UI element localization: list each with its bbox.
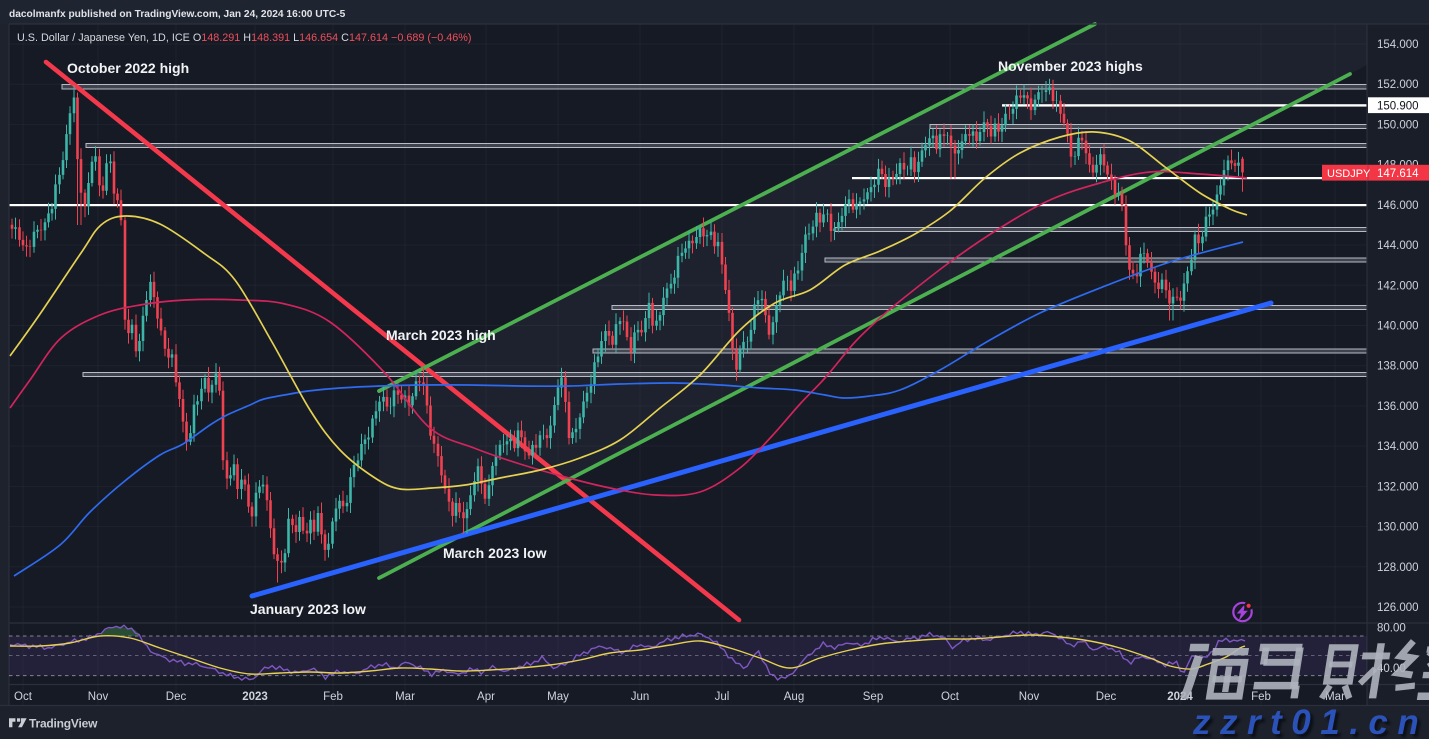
svg-text:Apr: Apr (477, 691, 495, 703)
svg-text:Mar: Mar (395, 691, 415, 703)
svg-text:May: May (547, 691, 569, 703)
svg-text:zzrt01.cn: zzrt01.cn (1192, 703, 1428, 739)
svg-text:March 2023 high: March 2023 high (386, 327, 496, 343)
svg-text:138.000: 138.000 (1377, 361, 1419, 373)
svg-text:144.000: 144.000 (1377, 240, 1419, 252)
svg-text:Feb: Feb (323, 691, 343, 703)
svg-text:Nov: Nov (1019, 691, 1040, 703)
svg-text:Oct: Oct (14, 691, 33, 703)
svg-text:154.000: 154.000 (1377, 39, 1419, 51)
svg-text:Sep: Sep (863, 691, 883, 703)
svg-text:150.000: 150.000 (1377, 119, 1419, 131)
svg-text:132.000: 132.000 (1377, 481, 1419, 493)
svg-text:2023: 2023 (242, 691, 268, 703)
svg-text:128.000: 128.000 (1377, 562, 1419, 574)
svg-text:March 2023 low: March 2023 low (443, 545, 547, 561)
svg-text:130.000: 130.000 (1377, 522, 1419, 534)
svg-text:152.000: 152.000 (1377, 79, 1419, 91)
svg-text:136.000: 136.000 (1377, 401, 1419, 413)
svg-text:Nov: Nov (88, 691, 109, 703)
svg-text:146.000: 146.000 (1377, 200, 1419, 212)
svg-text:Mar: Mar (1325, 691, 1345, 703)
svg-text:134.000: 134.000 (1377, 441, 1419, 453)
svg-text:U.S. Dollar / Japanese Yen, 1D: U.S. Dollar / Japanese Yen, 1D, ICE O148… (17, 32, 471, 44)
svg-text:TradingView: TradingView (29, 717, 98, 731)
svg-text:Aug: Aug (784, 691, 804, 703)
svg-text:dacolmanfx published on Tradin: dacolmanfx published on TradingView.com,… (9, 9, 346, 20)
svg-text:January 2023 low: January 2023 low (250, 601, 366, 617)
svg-text:Jun: Jun (631, 691, 650, 703)
svg-text:October 2022 high: October 2022 high (67, 60, 189, 76)
svg-text:142.000: 142.000 (1377, 280, 1419, 292)
svg-text:140.000: 140.000 (1377, 321, 1419, 333)
svg-text:Feb: Feb (1251, 691, 1271, 703)
svg-text:Jul: Jul (715, 691, 730, 703)
svg-text:November 2023 highs: November 2023 highs (998, 58, 1143, 74)
svg-text:USDJPY: USDJPY (1327, 168, 1371, 180)
svg-text:150.900: 150.900 (1377, 101, 1419, 113)
svg-text:Dec: Dec (166, 691, 187, 703)
svg-text:Dec: Dec (1096, 691, 1117, 703)
svg-text:Oct: Oct (941, 691, 960, 703)
svg-text:126.000: 126.000 (1377, 602, 1419, 614)
svg-text:80.00: 80.00 (1377, 623, 1406, 635)
svg-text:147.614: 147.614 (1377, 168, 1419, 180)
